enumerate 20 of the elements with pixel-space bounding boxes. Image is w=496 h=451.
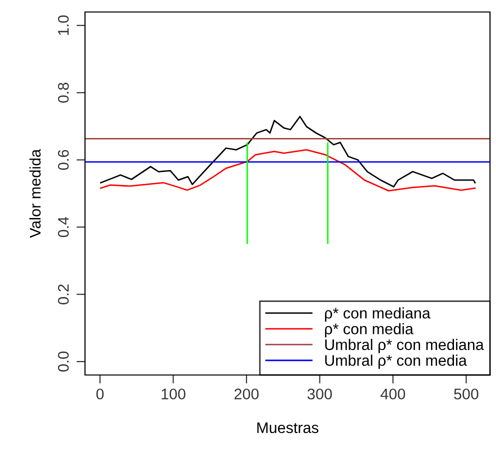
y-axis-title: Valor medida [29, 149, 41, 238]
line-series [100, 116, 476, 188]
legend-label: ρ* con media [325, 323, 414, 338]
x-tick-label: 200 [234, 388, 259, 400]
x-tick-label: 300 [308, 388, 332, 400]
x-tick-label: 500 [454, 388, 478, 400]
x-axis-title: Muestras [257, 422, 318, 434]
legend-label: ρ* con mediana [325, 307, 430, 322]
x-tick-label: 0 [96, 388, 104, 400]
legend-label: Umbral ρ* con mediana [325, 338, 484, 354]
y-tick-label: 0.0 [58, 352, 69, 372]
x-tick-label: 100 [162, 388, 186, 400]
legend-label: Umbral ρ* con media [325, 354, 467, 369]
line-series [100, 149, 476, 192]
y-tick-label: 0.2 [58, 284, 69, 304]
x-tick-label: 400 [380, 388, 406, 400]
y-tick-label: 0.6 [58, 150, 69, 170]
y-tick-label: 1.0 [58, 15, 69, 35]
y-tick-label: 0.8 [58, 82, 69, 103]
y-tick-label: 0.4 [58, 216, 69, 238]
